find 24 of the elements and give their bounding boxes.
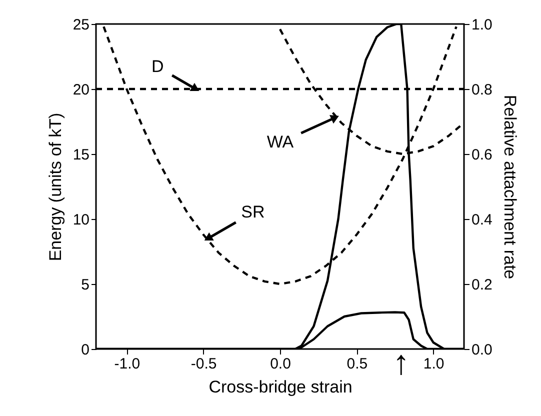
y-tick-label: 25 <box>72 16 90 34</box>
y-tick-label: 5 <box>81 276 90 294</box>
x-tick-label: 1.0 <box>423 356 444 372</box>
y2-tick-label: 0.6 <box>472 146 492 164</box>
y-tick-label: 0 <box>81 342 90 358</box>
y2-tick-label: 0.0 <box>472 342 492 358</box>
y2-axis-title: Relative attachment rate <box>500 94 520 280</box>
y-tick-label: 10 <box>72 212 90 228</box>
y2-tick-label: 0.4 <box>472 212 492 228</box>
annotation: D <box>152 57 164 76</box>
y-axis-title: Energy (units of kT) <box>46 112 65 262</box>
x-axis-title: Cross-bridge strain <box>208 378 352 396</box>
y2-tick-label: 0.8 <box>472 82 492 98</box>
annotation: SR <box>241 202 265 222</box>
y2-tick-label: 1.0 <box>472 16 492 34</box>
annotation: WA <box>266 132 294 152</box>
y-tick-label: 20 <box>72 82 90 98</box>
y2-tick-label: 0.2 <box>472 276 492 294</box>
x-tick-label: 0.5 <box>346 356 368 372</box>
x-tick-label: -1.0 <box>114 356 140 372</box>
x-tick-label: -0.5 <box>190 356 217 372</box>
y-tick-label: 15 <box>72 146 90 164</box>
x-tick-label: 0.0 <box>270 356 291 372</box>
annotation: ↑ <box>392 344 410 382</box>
